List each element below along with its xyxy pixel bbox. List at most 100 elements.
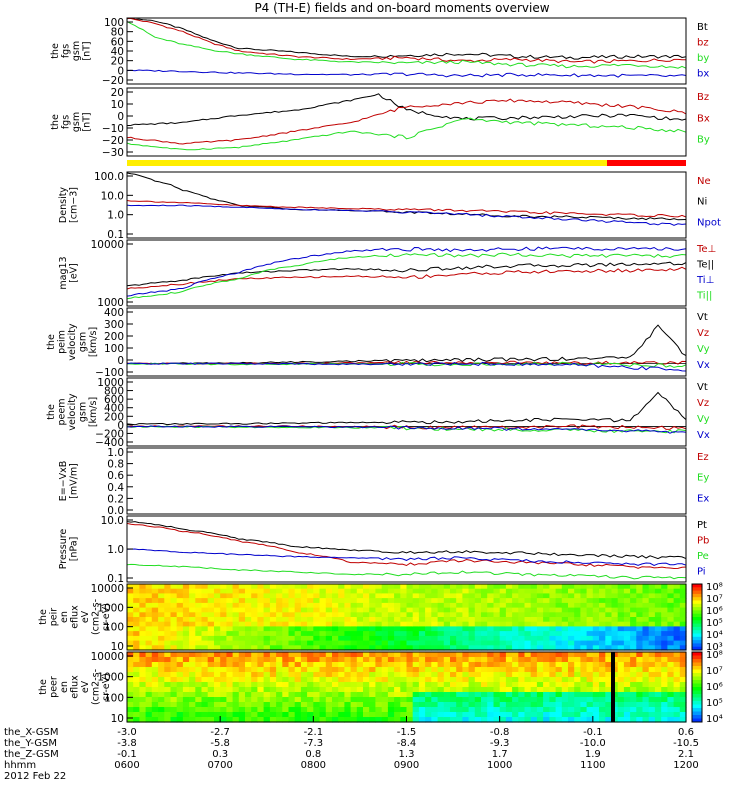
spectrogram-cell xyxy=(667,712,675,718)
spectrogram-cell xyxy=(512,626,519,632)
spectrogram-cell xyxy=(406,635,414,642)
spectrogram-cell xyxy=(313,657,321,663)
spectrogram-cell xyxy=(673,667,681,673)
spectrogram-cell xyxy=(151,612,159,618)
spectrogram-cell xyxy=(263,687,271,693)
spectrogram-cell xyxy=(630,717,637,723)
y-tick-label: 0 xyxy=(117,355,124,367)
spectrogram-cell xyxy=(605,672,613,678)
spectrogram-cell xyxy=(642,702,650,708)
colorbar-cell xyxy=(692,633,702,638)
spectrogram-cell xyxy=(332,682,339,688)
spectrogram-cell xyxy=(214,697,221,703)
legend-Pi: Pi xyxy=(697,567,706,578)
spectrogram-cell xyxy=(369,712,376,718)
spectrogram-cell xyxy=(481,667,488,673)
spectrogram-cell xyxy=(338,702,345,708)
date-label: 2012 Feb 22 xyxy=(4,771,66,782)
spectrogram-cell xyxy=(679,712,687,718)
spectrogram-cell xyxy=(151,672,159,678)
spectrogram-cell xyxy=(536,652,544,658)
spectrogram-cell xyxy=(592,677,600,683)
spectrogram-cell xyxy=(642,697,650,703)
spectrogram-cell xyxy=(307,682,314,688)
spectrogram-cell xyxy=(418,662,426,668)
spectrogram-cell xyxy=(387,717,395,723)
spectrogram-cell xyxy=(474,645,482,651)
y-tick-label: 800 xyxy=(104,386,124,398)
spectrogram-cell xyxy=(654,707,662,713)
spectrogram-cell xyxy=(474,584,482,590)
spectrogram-cell xyxy=(394,657,401,663)
spectrogram-cell xyxy=(623,662,631,668)
spectrogram-cell xyxy=(605,593,613,599)
spectrogram-cell xyxy=(530,667,538,673)
spectrogram-cell xyxy=(574,662,581,668)
spectrogram-cell xyxy=(356,677,364,683)
spectrogram-cell xyxy=(555,707,563,713)
spectrogram-cell xyxy=(450,588,457,594)
spectrogram-cell xyxy=(543,707,550,713)
spectrogram-cell xyxy=(474,697,482,703)
spectrogram-cell xyxy=(189,657,196,663)
spectrogram-cell xyxy=(294,621,302,627)
spectrogram-cell xyxy=(214,617,221,623)
spectrogram-cell xyxy=(406,682,414,688)
spectrogram-cell xyxy=(294,645,302,651)
spectrogram-cell xyxy=(400,697,408,703)
spectrogram-cell xyxy=(363,667,370,673)
spectrogram-cell xyxy=(661,707,668,713)
spectrogram-cell xyxy=(363,697,370,703)
spectrogram-cell xyxy=(518,645,526,651)
spectrogram-cell xyxy=(201,593,209,599)
spectrogram-cell xyxy=(139,652,147,658)
spectrogram-cell xyxy=(599,602,606,609)
spectrogram-cell xyxy=(176,640,184,646)
spectrogram-cell xyxy=(543,652,550,658)
spectrogram-cell xyxy=(400,717,408,723)
spectrogram-cell xyxy=(568,631,575,637)
spectrogram-cell xyxy=(170,692,178,698)
spectrogram-cell xyxy=(263,657,271,663)
spectrogram-cell xyxy=(481,602,488,609)
spectrogram-cell xyxy=(238,712,246,718)
spectrogram-cell xyxy=(425,677,432,683)
spectrogram-cell xyxy=(605,682,613,688)
spectrogram-cell xyxy=(493,617,501,623)
y-tick-label: −400 xyxy=(95,437,124,449)
spectrogram-cell xyxy=(245,672,252,678)
spectrogram-cell xyxy=(369,717,376,723)
spectrogram-cell xyxy=(232,687,240,693)
spectrogram-cell xyxy=(356,652,364,658)
spectrogram-cell xyxy=(493,593,501,599)
spectrogram-cell xyxy=(437,667,445,673)
spectrogram-cell xyxy=(642,672,650,678)
spectrogram-cell xyxy=(269,631,277,637)
spectrogram-cell xyxy=(176,626,184,632)
spectrogram-cell xyxy=(313,712,321,718)
spectrogram-cell xyxy=(319,645,327,651)
spectrogram-cell xyxy=(636,652,644,658)
spectrogram-cell xyxy=(456,697,463,703)
spectrogram-cell xyxy=(654,617,662,623)
spectrogram-cell xyxy=(375,640,383,646)
spectrogram-cell xyxy=(387,657,395,663)
spectrogram-cell xyxy=(406,617,414,623)
spectrogram-cell xyxy=(176,598,184,604)
spectrogram-cell xyxy=(425,617,432,623)
spectrogram-cell xyxy=(201,682,209,688)
spectrogram-cell xyxy=(468,692,476,698)
spectrogram-cell xyxy=(164,652,172,658)
spectrogram-cell xyxy=(307,662,314,668)
spectrogram-cell xyxy=(617,717,625,723)
spectrogram-cell xyxy=(344,712,352,718)
spectrogram-cell xyxy=(350,652,358,658)
spectrogram-cell xyxy=(667,702,675,708)
spectrogram-cell xyxy=(474,612,482,618)
spectrogram-cell xyxy=(195,672,203,678)
spectrogram-cell xyxy=(127,621,134,627)
spectrogram-cell xyxy=(325,584,333,590)
spectrogram-cell xyxy=(605,588,613,594)
spectrogram-cell xyxy=(443,631,451,637)
